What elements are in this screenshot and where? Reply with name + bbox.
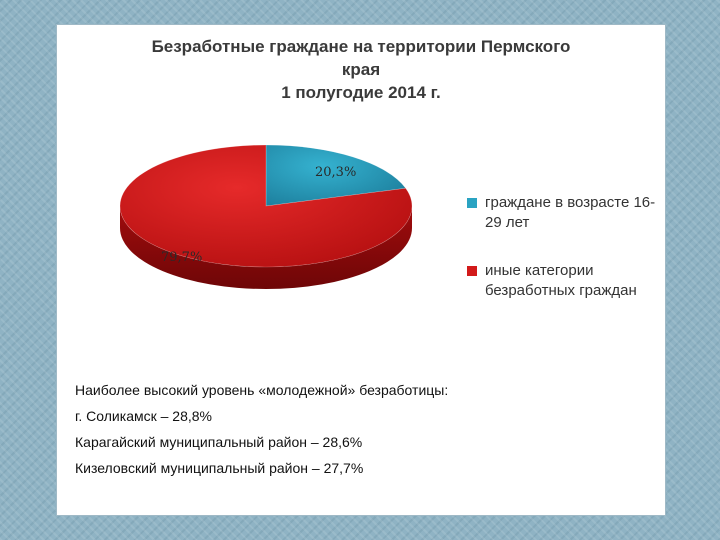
legend-item-other: иные категории безработных граждан: [467, 261, 657, 301]
chart-title: Безработные граждане на территории Пермс…: [57, 35, 665, 104]
notes-block: Наиболее высокий уровень «молодежной» бе…: [75, 377, 635, 481]
legend-label: иные категории безработных граждан: [485, 262, 637, 299]
slide: Безработные граждане на территории Пермс…: [56, 24, 666, 516]
pie-slice-other: [119, 144, 413, 268]
notes-heading: Наиболее высокий уровень «молодежной» бе…: [75, 382, 449, 398]
legend-swatch-blue: [467, 198, 477, 208]
chart-legend: граждане в возрасте 16-29 лет иные катег…: [467, 193, 657, 301]
chart-title-line: Безработные граждане на территории Пермс…: [151, 37, 571, 56]
legend-swatch-red: [467, 266, 477, 276]
notes-line: г. Соликамск – 28,8%: [75, 408, 212, 424]
notes-line: Карагайский муниципальный район – 28,6%: [75, 434, 363, 450]
pie-slice-side: [120, 206, 412, 289]
slice-value-label: 79,7%: [161, 250, 202, 265]
legend-item-youth: граждане в возрасте 16-29 лет: [467, 193, 657, 233]
slice-value-label: 20,3%: [315, 165, 356, 180]
pie-slice-youth: [265, 144, 407, 207]
chart-title-line: края: [341, 60, 381, 79]
legend-label: граждане в возрасте 16-29 лет: [485, 194, 656, 231]
pie-chart: 20,3% 79,7%: [119, 144, 413, 289]
chart-title-line: 1 полугодие 2014 г.: [281, 83, 441, 102]
notes-line: Кизеловский муниципальный район – 27,7%: [75, 460, 364, 476]
